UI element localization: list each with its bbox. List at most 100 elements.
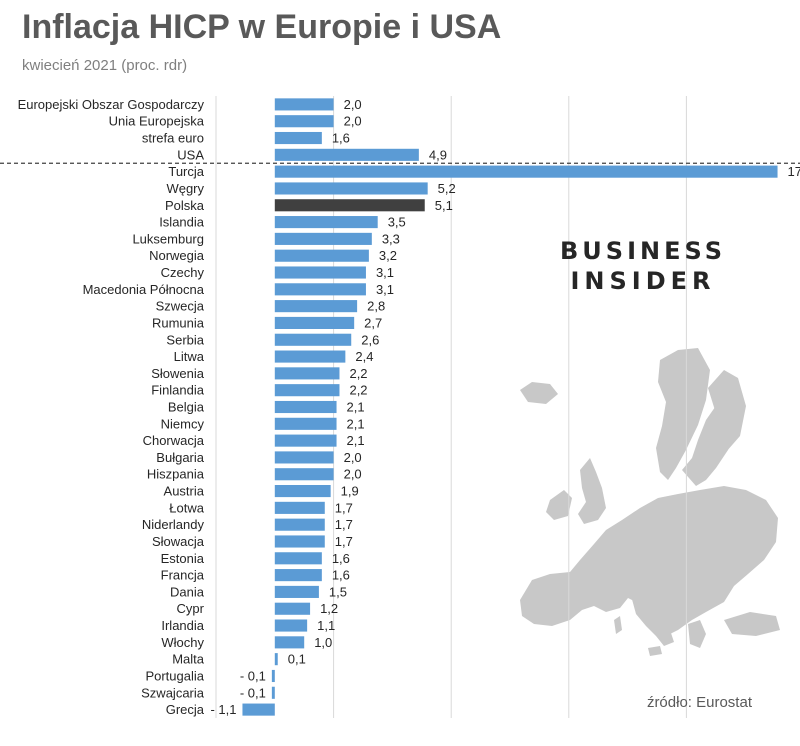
bar-26 xyxy=(274,535,325,548)
value-label: 2,0 xyxy=(344,114,362,129)
value-label: 17,1 xyxy=(788,164,800,179)
bar-15 xyxy=(274,350,346,363)
category-label: Estonia xyxy=(161,551,205,566)
bar-25 xyxy=(274,518,325,531)
bar-24 xyxy=(274,501,325,514)
category-label: strefa euro xyxy=(142,131,204,146)
bar-30 xyxy=(274,602,311,615)
category-label: Niderlandy xyxy=(142,517,205,532)
value-label: 4,9 xyxy=(429,147,447,162)
category-label: Cypr xyxy=(177,601,205,616)
category-labels: Europejski Obszar Gospodarczy Unia Europe… xyxy=(18,97,205,717)
value-label: 1,9 xyxy=(341,484,359,499)
value-label: 2,4 xyxy=(355,349,373,364)
logo-line-2: INSIDER xyxy=(570,267,716,295)
value-label: 3,5 xyxy=(388,215,406,230)
bar-14 xyxy=(274,333,352,346)
bar-0 xyxy=(274,98,334,111)
category-label: Bułgaria xyxy=(156,450,204,465)
category-label: Niemcy xyxy=(161,416,205,431)
value-label: 1,6 xyxy=(332,568,350,583)
category-label: Europejski Obszar Gospodarczy xyxy=(18,97,205,112)
value-label: 2,8 xyxy=(367,299,385,314)
bar-10 xyxy=(274,266,366,279)
bar-2 xyxy=(274,131,322,145)
bar-13 xyxy=(274,316,355,329)
category-label: Hiszpania xyxy=(147,467,205,482)
category-label: Unia Europejska xyxy=(109,114,205,129)
category-label: Norwegia xyxy=(149,248,205,263)
value-label: 1,5 xyxy=(329,584,347,599)
bar-35 xyxy=(271,686,275,699)
category-label: Słowacja xyxy=(152,534,205,549)
value-label: 2,0 xyxy=(344,450,362,465)
business-insider-logo: BUSINESS INSIDER xyxy=(548,236,738,296)
category-label: Słowenia xyxy=(151,366,205,381)
bar-16 xyxy=(274,367,340,380)
value-labels: 2,0 2,0 1,6 4,9 17,1 5,2 5,1 3,53,3 3,2 3,1 3,1 2,8… xyxy=(210,97,800,717)
category-label: Turcja xyxy=(168,164,204,179)
value-label: 3,1 xyxy=(376,282,394,297)
value-label: - 1,1 xyxy=(210,702,236,717)
value-label: 2,0 xyxy=(344,97,362,112)
chart-subtitle: kwiecień 2021 (proc. rdr) xyxy=(22,57,188,74)
value-label: 1,7 xyxy=(335,500,353,515)
bar-32 xyxy=(274,636,305,649)
category-label: Portugalia xyxy=(145,668,204,683)
value-label: 1,7 xyxy=(335,517,353,532)
bar-12 xyxy=(274,300,358,313)
bar-23 xyxy=(274,485,331,498)
europe-map-icon xyxy=(520,348,780,656)
category-label: Szwecja xyxy=(156,299,205,314)
bar-20 xyxy=(274,434,337,447)
category-label: Francja xyxy=(161,568,205,583)
bar-29 xyxy=(274,585,319,598)
bar-31 xyxy=(274,619,308,632)
bar-17 xyxy=(274,384,340,397)
bar-19 xyxy=(274,417,337,430)
value-label: 1,7 xyxy=(335,534,353,549)
category-label: Chorwacja xyxy=(143,433,205,448)
category-label: USA xyxy=(177,147,204,162)
category-label: Łotwa xyxy=(169,500,204,515)
bar-36 xyxy=(242,703,275,716)
category-label: Litwa xyxy=(174,349,205,364)
category-label: Macedonia Północna xyxy=(83,282,205,297)
value-label: 2,2 xyxy=(349,366,367,381)
logo-line-1: BUSINESS xyxy=(560,237,726,265)
category-label: Grecja xyxy=(166,702,205,717)
category-label: Austria xyxy=(164,484,205,499)
value-label: 2,1 xyxy=(347,416,365,431)
category-label: Dania xyxy=(170,584,205,599)
bar-33 xyxy=(274,653,278,666)
value-label: 3,3 xyxy=(382,231,400,246)
bar-8 xyxy=(274,232,372,245)
value-label: 0,1 xyxy=(288,652,306,667)
category-label: Czechy xyxy=(161,265,205,280)
value-label: 2,1 xyxy=(347,433,365,448)
bar-11 xyxy=(274,283,366,296)
category-label: Finlandia xyxy=(151,383,205,398)
value-label: 2,7 xyxy=(364,315,382,330)
value-label: 1,6 xyxy=(332,131,350,146)
bar-9 xyxy=(274,249,369,262)
value-label: 3,2 xyxy=(379,248,397,263)
bar-4 xyxy=(274,165,778,178)
bar-34 xyxy=(271,669,275,683)
category-label: Luksemburg xyxy=(132,231,204,246)
value-label: 1,2 xyxy=(320,601,338,616)
bar-6 xyxy=(274,199,425,212)
value-label: 1,1 xyxy=(317,618,335,633)
bar-3 xyxy=(274,148,419,161)
bar-27 xyxy=(274,552,322,565)
source-note: źródło: Eurostat xyxy=(646,694,752,711)
category-label: Węgry xyxy=(166,181,204,196)
category-label: Włochy xyxy=(161,635,204,650)
bar-1 xyxy=(274,115,334,128)
category-label: Rumunia xyxy=(152,315,205,330)
value-label: 2,6 xyxy=(361,332,379,347)
bar-21 xyxy=(274,451,334,464)
bars xyxy=(242,98,778,716)
value-label: 2,1 xyxy=(347,400,365,415)
